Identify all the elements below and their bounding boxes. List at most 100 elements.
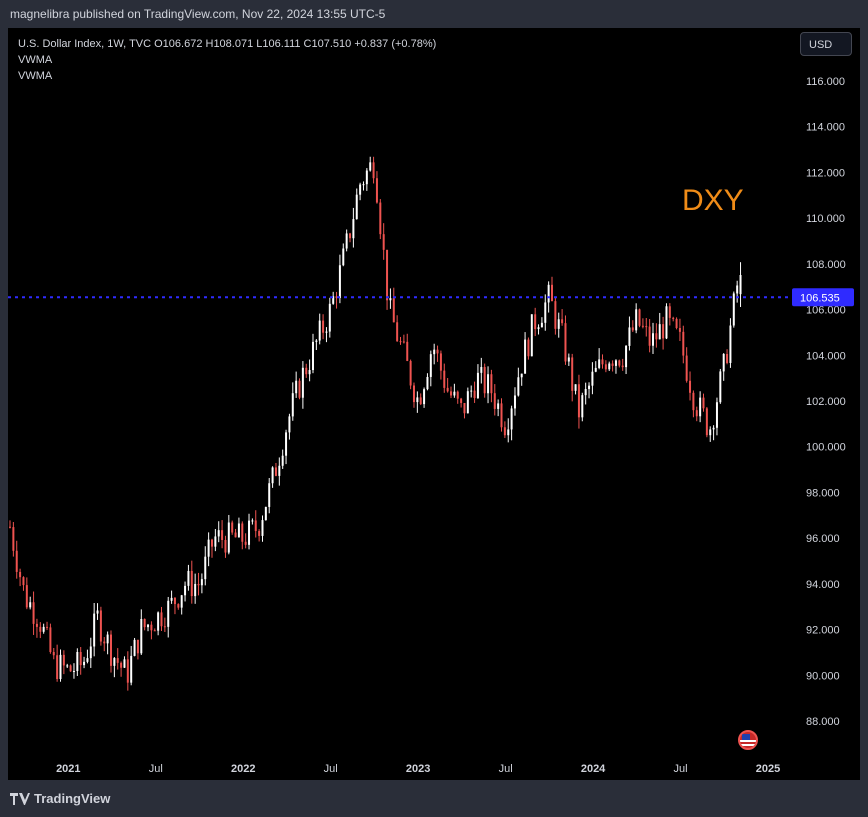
candle-body bbox=[551, 284, 554, 302]
candle-body bbox=[389, 298, 392, 301]
bottom-bar: TradingView bbox=[0, 780, 868, 817]
candle-body bbox=[231, 522, 234, 533]
candle-body bbox=[591, 371, 594, 386]
candle-body bbox=[59, 654, 62, 680]
candle-body bbox=[271, 467, 274, 484]
candle-body bbox=[466, 391, 469, 414]
candle-body bbox=[62, 654, 65, 666]
candle-body bbox=[268, 483, 271, 507]
candle-body bbox=[574, 384, 577, 391]
candle-body bbox=[39, 626, 42, 632]
candle-body bbox=[147, 624, 150, 628]
candle-body bbox=[375, 178, 378, 203]
candle-body bbox=[217, 530, 220, 537]
candle-body bbox=[419, 397, 422, 405]
x-tick-label: Jul bbox=[149, 763, 163, 775]
candle-body bbox=[520, 373, 523, 378]
candle-body bbox=[513, 395, 516, 409]
candle-body bbox=[160, 612, 163, 627]
y-tick-label: 90.000 bbox=[806, 670, 840, 682]
candle-body bbox=[678, 328, 681, 332]
candle-body bbox=[12, 527, 15, 551]
candle-body bbox=[537, 327, 540, 330]
candlestick-chart[interactable]: 116.000 114.000 112.000 110.000 108.000 106.0… bbox=[8, 28, 860, 780]
candle-body bbox=[190, 570, 193, 597]
indicator-vwma-1[interactable]: VWMA bbox=[18, 54, 53, 66]
candle-body bbox=[187, 570, 190, 586]
candle-body bbox=[365, 170, 368, 185]
candle-body bbox=[342, 248, 345, 266]
candle-body bbox=[288, 416, 291, 433]
candle-body bbox=[379, 202, 382, 235]
candle-body bbox=[133, 639, 136, 656]
y-tick-label: 92.000 bbox=[806, 625, 840, 637]
candle-body bbox=[507, 429, 510, 436]
candle-body bbox=[298, 380, 301, 398]
candle-body bbox=[409, 360, 412, 386]
x-tick-label: Jul bbox=[324, 763, 338, 775]
candle-body bbox=[668, 306, 671, 318]
candle-body bbox=[382, 234, 385, 250]
candle-body bbox=[500, 403, 503, 428]
candle-body bbox=[136, 639, 139, 654]
candle-body bbox=[497, 403, 500, 409]
candle-body bbox=[402, 341, 405, 343]
us-flag-event-icon[interactable] bbox=[738, 730, 758, 750]
candle-body bbox=[483, 367, 486, 394]
candle-body bbox=[493, 393, 496, 409]
candle-body bbox=[338, 265, 341, 299]
candle-body bbox=[487, 374, 490, 394]
candle-body bbox=[473, 390, 476, 399]
candle-body bbox=[332, 296, 335, 304]
candle-body bbox=[456, 391, 459, 399]
currency-button[interactable]: USD bbox=[800, 32, 852, 56]
candle-body bbox=[739, 275, 742, 295]
candle-body bbox=[524, 339, 527, 374]
y-tick-label: 100.000 bbox=[806, 442, 846, 454]
candle-body bbox=[470, 390, 473, 392]
candle-body bbox=[702, 397, 705, 409]
candle-body bbox=[638, 309, 641, 326]
candle-body bbox=[109, 634, 112, 666]
candle-body bbox=[635, 309, 638, 331]
y-tick-label: 98.000 bbox=[806, 487, 840, 499]
candle-body bbox=[264, 506, 267, 521]
candle-body bbox=[439, 353, 442, 371]
candle-body bbox=[621, 365, 624, 368]
candle-body bbox=[544, 302, 547, 323]
chart-area[interactable]: 116.000 114.000 112.000 110.000 108.000 106.0… bbox=[8, 28, 860, 780]
candle-body bbox=[436, 349, 439, 354]
candle-body bbox=[450, 391, 453, 396]
candle-body bbox=[372, 162, 375, 179]
candle-body bbox=[251, 520, 254, 522]
candle-body bbox=[89, 646, 92, 659]
indicator-vwma-2[interactable]: VWMA bbox=[18, 70, 53, 82]
y-tick-label: 108.000 bbox=[806, 259, 846, 271]
candle-body bbox=[49, 627, 52, 653]
candle-body bbox=[285, 432, 288, 456]
candle-body bbox=[618, 360, 621, 366]
candle-body bbox=[241, 523, 244, 542]
candle-body bbox=[490, 374, 493, 394]
candle-body bbox=[406, 341, 409, 361]
candle-body bbox=[318, 320, 321, 341]
candle-body bbox=[32, 602, 35, 624]
candle-body bbox=[83, 661, 86, 666]
candle-body bbox=[588, 385, 591, 390]
candle-body bbox=[322, 320, 325, 333]
x-tick-label: Jul bbox=[499, 763, 513, 775]
candle-body bbox=[210, 539, 213, 547]
y-tick-label: 112.000 bbox=[806, 167, 845, 179]
candle-body bbox=[598, 359, 601, 368]
candle-body bbox=[695, 410, 698, 417]
candle-body bbox=[652, 333, 655, 346]
candle-body bbox=[645, 326, 648, 328]
candle-body bbox=[608, 363, 611, 370]
x-tick-label: 2022 bbox=[231, 763, 255, 775]
candle-body bbox=[359, 184, 362, 195]
candle-body bbox=[577, 384, 580, 418]
candle-body bbox=[52, 652, 55, 656]
y-tick-label: 96.000 bbox=[806, 533, 840, 545]
candle-body bbox=[308, 370, 311, 375]
candle-body bbox=[35, 623, 38, 627]
